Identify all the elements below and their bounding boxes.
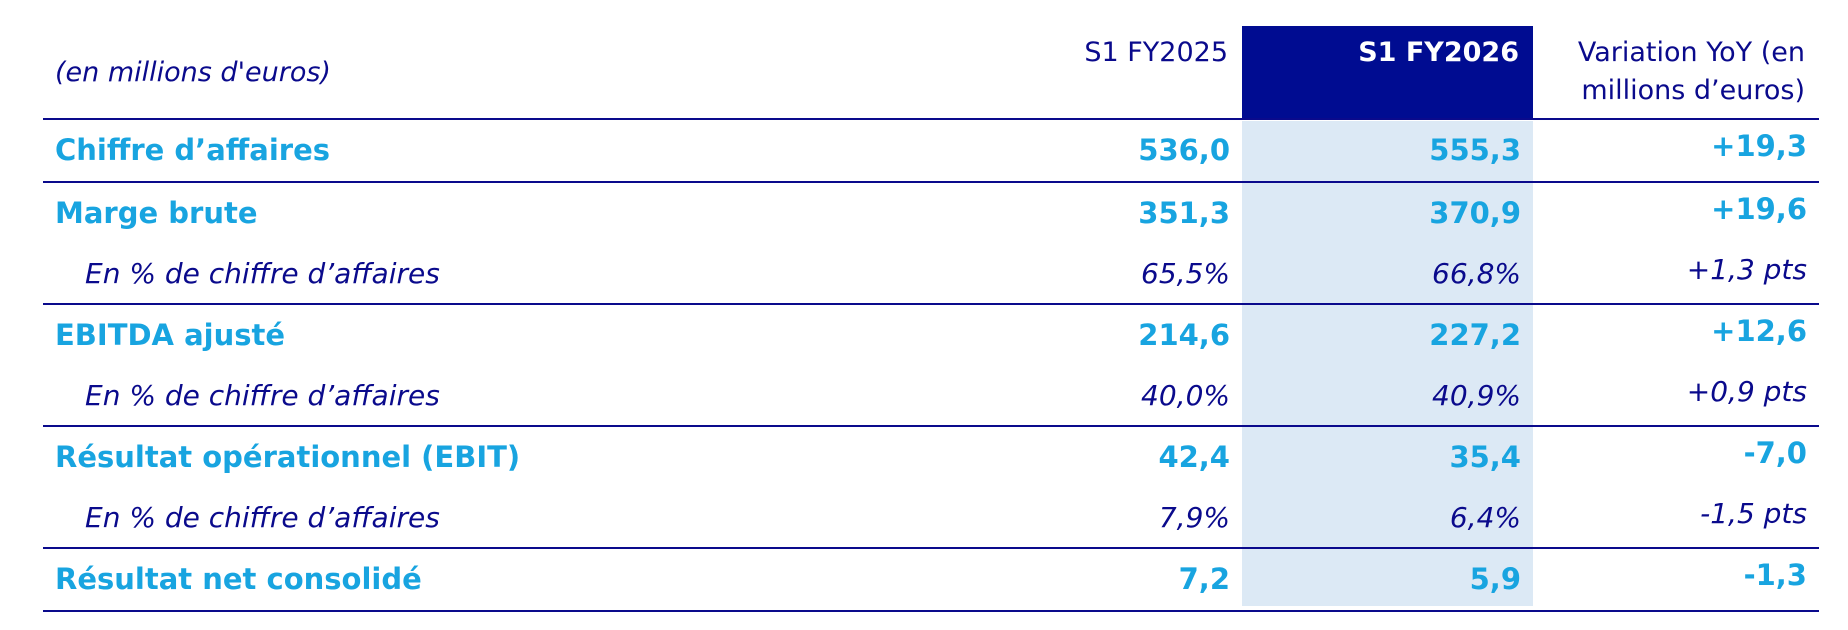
cell-value: 65,5% xyxy=(1141,257,1230,290)
cell-value: 7,2 xyxy=(1178,562,1230,596)
column-header: S1 FY2026 xyxy=(1358,37,1519,68)
cell-value: +12,6 xyxy=(1711,314,1807,348)
header-label: (en millions d'euros) xyxy=(55,57,331,88)
row-label: Marge brute xyxy=(55,196,258,230)
column-header: S1 FY2025 xyxy=(1084,37,1228,68)
cell-value: -7,0 xyxy=(1743,436,1807,470)
sub-row-label: En % de chiffre d’affaires xyxy=(85,257,440,290)
rule xyxy=(43,181,1819,183)
cell-value: 7,9% xyxy=(1158,501,1230,534)
cell-value: 40,0% xyxy=(1141,379,1230,412)
row-label: Résultat net consolidé xyxy=(55,562,422,596)
highlight-column xyxy=(1242,121,1533,606)
cell-value: +0,9 pts xyxy=(1686,375,1807,408)
cell-value: 536,0 xyxy=(1138,133,1230,167)
sub-row-label: En % de chiffre d’affaires xyxy=(85,379,440,412)
cell-value: 40,9% xyxy=(1432,379,1521,412)
cell-value: 6,4% xyxy=(1449,501,1521,534)
cell-value: 214,6 xyxy=(1138,318,1230,352)
row-label: Chiffre d’affaires xyxy=(55,133,331,167)
column-header: Variation YoY (en millions d’euros) xyxy=(1577,37,1805,106)
rule xyxy=(43,303,1819,305)
cell-value: 5,9 xyxy=(1469,562,1521,596)
highlight-header xyxy=(1242,26,1533,119)
sub-row-label: En % de chiffre d’affaires xyxy=(85,501,440,534)
cell-value: 351,3 xyxy=(1138,196,1230,230)
cell-value: 555,3 xyxy=(1429,133,1521,167)
cell-value: 42,4 xyxy=(1158,440,1230,474)
row-label: EBITDA ajusté xyxy=(55,318,286,352)
rule xyxy=(43,610,1819,612)
cell-value: 35,4 xyxy=(1449,440,1521,474)
cell-value: 66,8% xyxy=(1432,257,1521,290)
cell-value: +19,6 xyxy=(1711,192,1807,226)
rule xyxy=(43,425,1819,427)
rule xyxy=(43,118,1819,120)
cell-value: +1,3 pts xyxy=(1686,253,1807,286)
cell-value: 370,9 xyxy=(1429,196,1521,230)
rule xyxy=(43,547,1819,549)
cell-value: -1,3 xyxy=(1743,558,1807,592)
row-label: Résultat opérationnel (EBIT) xyxy=(55,440,521,474)
cell-value: +19,3 xyxy=(1711,129,1807,163)
cell-value: 227,2 xyxy=(1429,318,1521,352)
cell-value: -1,5 pts xyxy=(1700,497,1807,530)
